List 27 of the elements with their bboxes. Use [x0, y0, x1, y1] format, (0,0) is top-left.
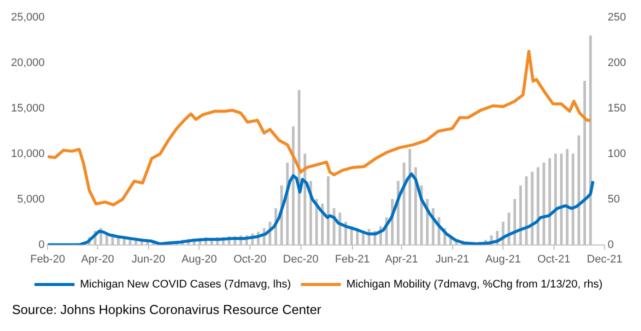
x-tick-label: Oct-20: [233, 253, 266, 266]
x-tick-label: Dec-20: [283, 253, 318, 266]
x-tick-label: Jun-20: [132, 253, 166, 266]
source-note: Source: Johns Hopkins Coronavirus Resource Center: [12, 302, 322, 317]
x-tick-label: Aug-21: [485, 253, 521, 266]
x-tick-label: Apr-21: [384, 253, 418, 266]
x-tick-label: Apr-20: [81, 253, 114, 266]
y-tick-label: 10,000: [10, 148, 45, 160]
y2-tick-label: 200: [608, 57, 626, 70]
x-tick-label: Dec-21: [586, 253, 622, 266]
y2-tick-label: 50: [608, 193, 620, 206]
legend-label: Michigan New COVID Cases (7dmavg, lhs): [80, 278, 291, 291]
x-tick-label: Oct-21: [537, 253, 570, 266]
y2-tick-label: 150: [608, 102, 626, 115]
y2-tick-label: 100: [608, 148, 626, 160]
x-tick-label: Feb-20: [30, 253, 66, 266]
y-tick-label: 20,000: [10, 57, 45, 70]
y-tick-label: 15,000: [10, 102, 45, 115]
y-tick-label: 5,000: [17, 193, 45, 206]
y-tick-label: 0: [38, 238, 45, 251]
x-tick-label: Aug-20: [181, 253, 217, 266]
x-tick-label: Feb-21: [334, 253, 370, 266]
legend-label: Michigan Mobility (7dmavg, %Chg from 1/13/20, rhs): [346, 278, 603, 291]
x-tick-label: Jun-21: [435, 253, 470, 266]
y2-tick-label: 0: [608, 238, 614, 251]
y2-tick-label: 250: [608, 12, 626, 24]
y-tick-label: 25,000: [10, 12, 45, 24]
